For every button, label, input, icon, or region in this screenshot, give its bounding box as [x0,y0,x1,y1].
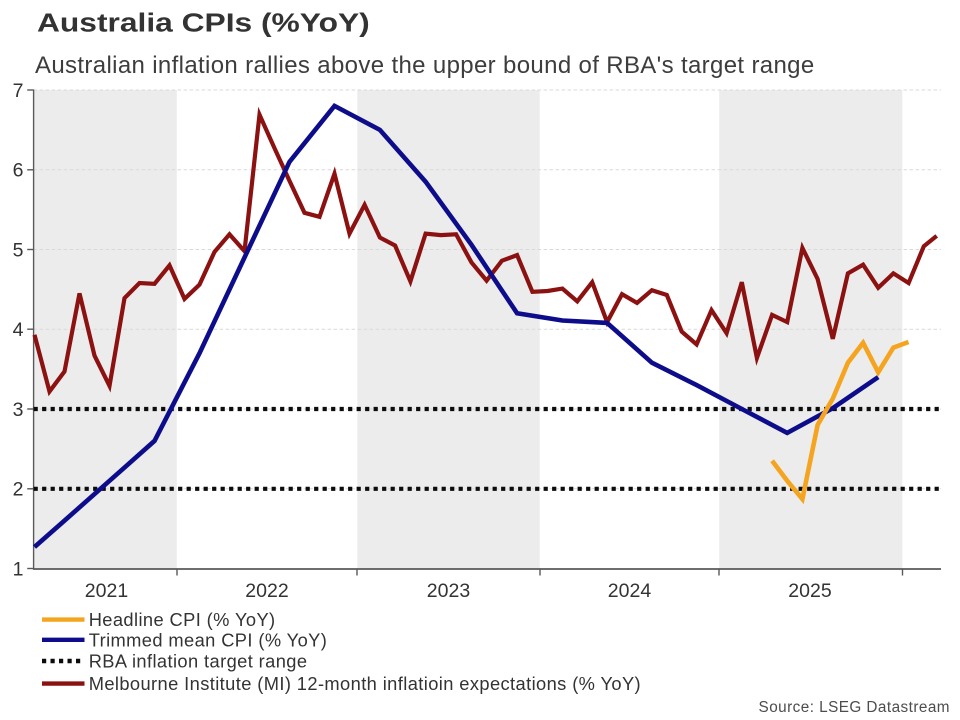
svg-text:Australian inflation rallies a: Australian inflation rallies above the u… [35,52,815,79]
svg-text:1: 1 [13,558,24,580]
svg-text:Headline CPI (% YoY): Headline CPI (% YoY) [89,609,276,630]
svg-text:RBA inflation target range: RBA inflation target range [89,651,308,672]
svg-text:2024: 2024 [608,580,652,602]
svg-text:Australia CPIs (%YoY): Australia CPIs (%YoY) [37,10,370,38]
svg-text:4: 4 [13,319,24,341]
svg-text:5: 5 [13,239,24,261]
svg-text:3: 3 [13,399,24,421]
svg-text:Source: LSEG Datastream: Source: LSEG Datastream [759,699,950,716]
svg-text:2021: 2021 [85,580,128,602]
svg-text:2022: 2022 [245,580,288,602]
svg-text:2: 2 [13,479,24,501]
svg-text:Melbourne Institute (MI) 12-mo: Melbourne Institute (MI) 12-month inflat… [89,673,641,694]
svg-text:6: 6 [13,160,24,182]
svg-text:2023: 2023 [427,580,470,602]
svg-text:2025: 2025 [788,580,832,602]
svg-text:Trimmed mean CPI (% YoY): Trimmed mean CPI (% YoY) [89,629,328,650]
svg-text:7: 7 [13,80,24,102]
